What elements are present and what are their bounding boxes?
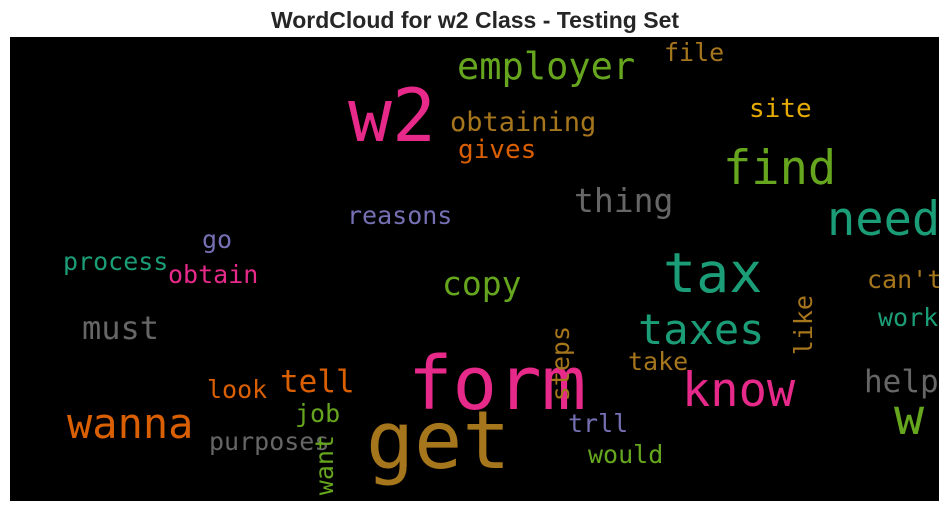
word-w: w	[894, 388, 925, 446]
word-obtaining: obtaining	[450, 107, 597, 138]
word-file: file	[664, 38, 725, 67]
word-tell: tell	[280, 364, 355, 400]
word-purposes: purposes	[209, 427, 330, 456]
word-obtain: obtain	[168, 260, 259, 289]
word-employer: employer	[457, 45, 636, 88]
word-would: would	[588, 440, 664, 469]
chart-title: WordCloud for w2 Class - Testing Set	[270, 7, 680, 33]
word-need: need	[827, 192, 939, 247]
word-tax: tax	[663, 241, 763, 305]
word-job: job	[295, 399, 341, 428]
word-like: like	[789, 295, 818, 356]
word-process: process	[63, 247, 169, 276]
word-w2: w2	[348, 74, 436, 159]
word-can-t: can't	[867, 265, 939, 294]
word-wanna: wanna	[67, 399, 194, 448]
word-reasons: reasons	[347, 201, 453, 230]
word-form: form	[408, 341, 587, 427]
word-find: find	[723, 141, 837, 196]
word-look: look	[207, 375, 268, 404]
word-thing: thing	[574, 181, 674, 220]
word-work: work	[878, 303, 939, 332]
word-take: take	[628, 347, 689, 376]
word-taxes: taxes	[638, 305, 765, 354]
word-get: get	[366, 394, 511, 487]
word-gives: gives	[458, 135, 537, 165]
word-steps: steps	[546, 326, 575, 402]
word-site: site	[749, 94, 812, 124]
word-copy: copy	[442, 264, 522, 303]
word-know: know	[682, 363, 796, 418]
word-must: must	[82, 309, 160, 347]
word-go: go	[202, 225, 233, 254]
word-trll: trll	[568, 409, 629, 438]
wordcloud-canvas: get form w2 tax w need find know wanna taxes emplo…	[10, 37, 939, 501]
word-help: help	[864, 364, 939, 400]
word-want: want	[310, 435, 339, 496]
